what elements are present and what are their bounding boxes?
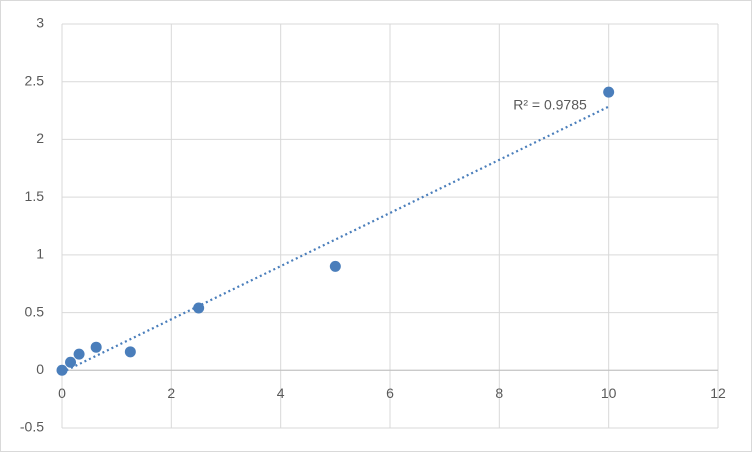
x-tick-label: 0 [58, 385, 66, 401]
data-point [124, 346, 136, 358]
y-tick-label: 2 [36, 130, 44, 146]
r-squared-annotation: R² = 0.9785 [513, 97, 587, 113]
y-tick-label: -0.5 [20, 419, 44, 435]
data-point [329, 260, 341, 272]
y-tick-label: 0.5 [25, 303, 45, 319]
x-tick-label: 10 [601, 385, 617, 401]
y-tick-label: 1 [36, 246, 44, 262]
data-point [90, 341, 102, 353]
data-point [65, 356, 77, 368]
data-point [56, 364, 68, 376]
data-point [603, 86, 615, 98]
x-tick-label: 2 [167, 385, 175, 401]
data-point [73, 348, 85, 360]
x-tick-label: 4 [277, 385, 285, 401]
data-point [193, 302, 205, 314]
x-tick-label: 6 [386, 385, 394, 401]
x-tick-label: 12 [710, 385, 726, 401]
y-tick-label: 3 [36, 15, 44, 31]
y-tick-label: 0 [36, 361, 44, 377]
y-tick-label: 2.5 [25, 72, 45, 88]
trendline [61, 105, 610, 374]
x-tick-label: 8 [495, 385, 503, 401]
y-tick-label: 1.5 [25, 188, 45, 204]
